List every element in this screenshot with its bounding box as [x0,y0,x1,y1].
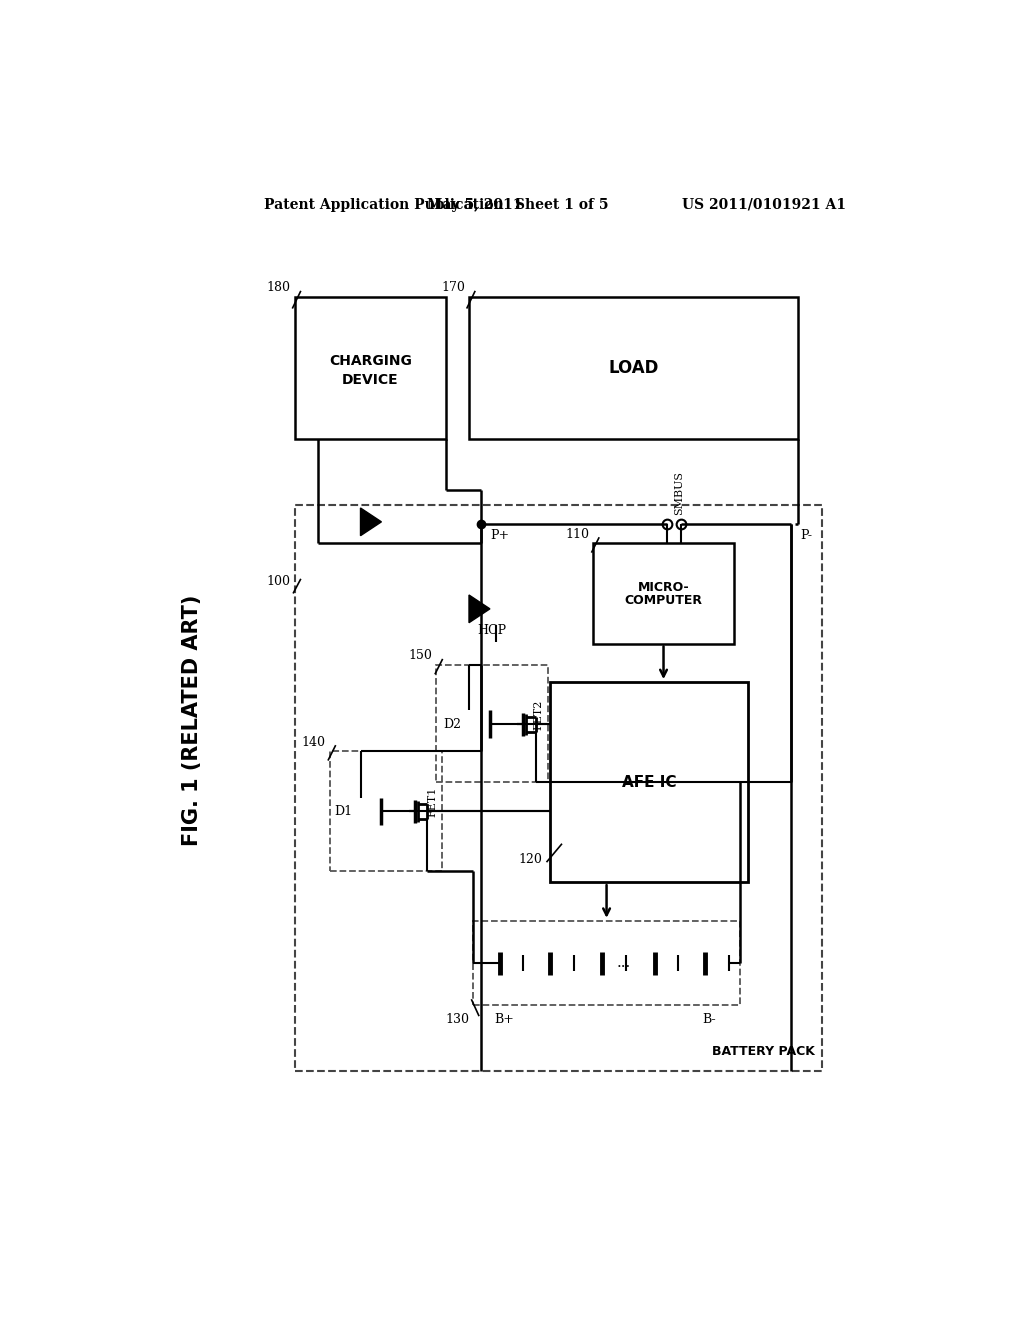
Text: 180: 180 [266,281,291,294]
Bar [295,297,445,440]
Text: P-: P- [800,529,812,543]
Text: DEVICE: DEVICE [342,372,398,387]
Text: SMBUS: SMBUS [675,471,684,515]
Text: LOAD: LOAD [608,359,658,378]
Text: COMPUTER: COMPUTER [625,594,702,607]
Text: 170: 170 [441,281,465,294]
Bar [330,751,442,871]
Text: 110: 110 [565,528,589,541]
Text: AFE IC: AFE IC [622,775,677,789]
Text: US 2011/0101921 A1: US 2011/0101921 A1 [682,198,846,211]
Text: 130: 130 [445,1012,469,1026]
Text: ...: ... [616,956,631,970]
Text: FIG. 1 (RELATED ART): FIG. 1 (RELATED ART) [181,595,202,846]
Text: D2: D2 [443,718,461,731]
Text: Patent Application Publication: Patent Application Publication [263,198,503,211]
Polygon shape [360,508,381,536]
Text: 150: 150 [409,649,432,663]
Text: FET2: FET2 [534,700,544,730]
Text: CHARGING: CHARGING [329,354,412,367]
Text: 140: 140 [302,735,326,748]
Bar [295,506,821,1071]
Text: HCP: HCP [477,624,507,638]
Bar [469,297,799,440]
Bar [593,544,734,644]
Text: P+: P+ [489,529,509,543]
Text: MICRO-: MICRO- [638,581,689,594]
Polygon shape [469,595,489,623]
Text: 100: 100 [266,576,291,589]
Text: D1: D1 [335,805,352,818]
Bar [436,665,548,781]
Text: FET1: FET1 [428,787,437,817]
Bar [550,682,748,882]
Text: BATTERY PACK: BATTERY PACK [712,1045,815,1059]
Text: Sheet 1 of 5: Sheet 1 of 5 [515,198,608,211]
Text: May 5, 2011: May 5, 2011 [427,198,523,211]
Text: B+: B+ [494,1012,514,1026]
Bar [473,921,740,1006]
Text: 120: 120 [519,853,543,866]
Text: B-: B- [702,1012,716,1026]
